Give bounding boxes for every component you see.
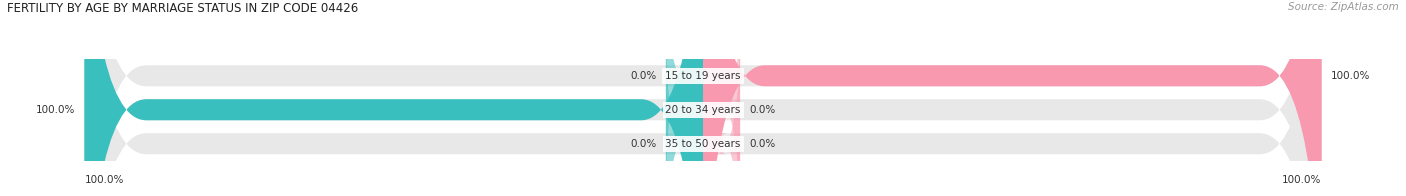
Text: 100.0%: 100.0% <box>35 105 75 115</box>
Text: 35 to 50 years: 35 to 50 years <box>665 139 741 149</box>
Text: 0.0%: 0.0% <box>749 139 776 149</box>
FancyBboxPatch shape <box>84 0 1322 196</box>
Text: 0.0%: 0.0% <box>630 71 657 81</box>
FancyBboxPatch shape <box>84 0 703 196</box>
Text: 100.0%: 100.0% <box>84 175 124 185</box>
Text: 0.0%: 0.0% <box>749 105 776 115</box>
FancyBboxPatch shape <box>84 0 1322 196</box>
Text: 100.0%: 100.0% <box>1282 175 1322 185</box>
FancyBboxPatch shape <box>84 0 1322 196</box>
Text: 0.0%: 0.0% <box>630 139 657 149</box>
Text: 20 to 34 years: 20 to 34 years <box>665 105 741 115</box>
FancyBboxPatch shape <box>703 0 740 196</box>
FancyBboxPatch shape <box>703 18 740 196</box>
Text: Source: ZipAtlas.com: Source: ZipAtlas.com <box>1288 2 1399 12</box>
Legend: Married, Unmarried: Married, Unmarried <box>623 195 783 196</box>
Text: 15 to 19 years: 15 to 19 years <box>665 71 741 81</box>
FancyBboxPatch shape <box>666 0 703 196</box>
Text: 100.0%: 100.0% <box>1331 71 1371 81</box>
Text: FERTILITY BY AGE BY MARRIAGE STATUS IN ZIP CODE 04426: FERTILITY BY AGE BY MARRIAGE STATUS IN Z… <box>7 2 359 15</box>
FancyBboxPatch shape <box>666 18 703 196</box>
FancyBboxPatch shape <box>703 0 1322 196</box>
